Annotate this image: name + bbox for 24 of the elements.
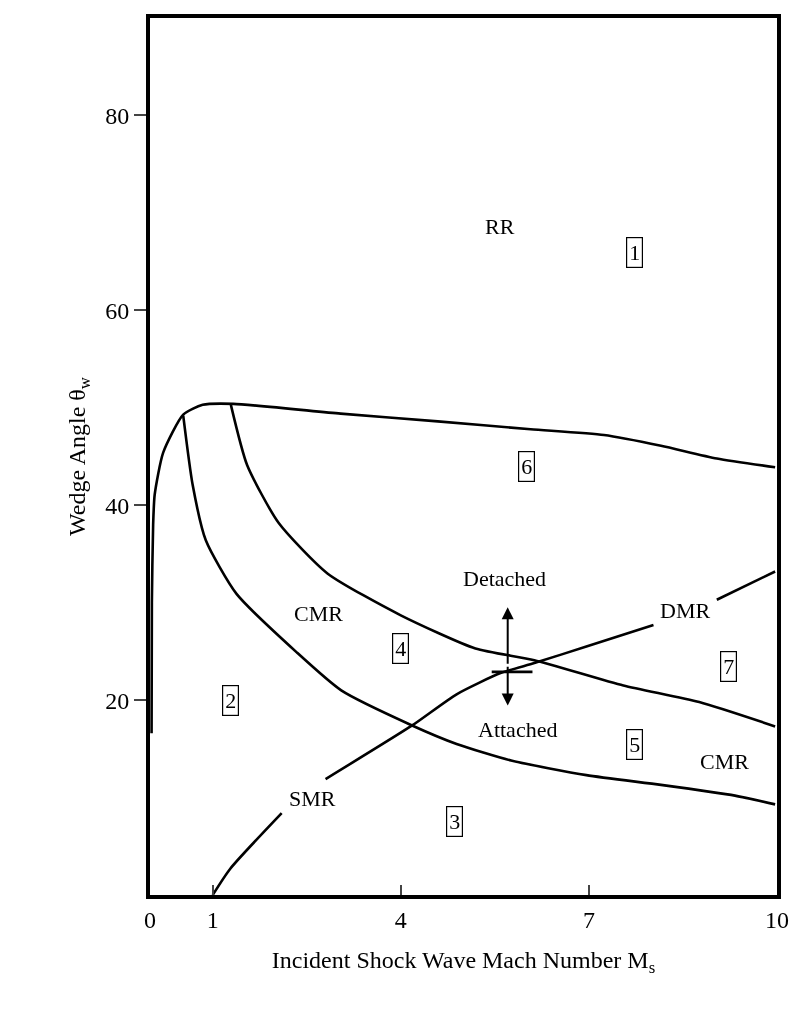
annotation: Detached	[463, 566, 547, 591]
x-tick-label: 7	[582, 906, 595, 933]
annotation: 4	[395, 636, 407, 662]
annotation: 3	[449, 809, 461, 835]
y-tick-label: 20	[105, 687, 130, 714]
y-tick-label: 80	[105, 102, 130, 129]
annotation: DMR	[660, 598, 711, 623]
annotation: CMR	[294, 601, 344, 626]
annotation: 5	[629, 732, 641, 758]
x-tick-label: 1	[206, 906, 219, 933]
annotation: RR	[485, 214, 515, 239]
x-tick-label: 4	[394, 906, 407, 933]
x-axis-title: Incident Shock Wave Mach Number M$_{s}$	[271, 946, 656, 977]
x-tick-label: 0	[144, 906, 156, 933]
annotation: 7	[723, 654, 735, 680]
annotation: 1	[629, 240, 641, 266]
annotation: 2	[225, 688, 237, 714]
x-tick-label: 10	[765, 906, 789, 933]
annotation: 6	[521, 454, 533, 480]
y-tick-label: 60	[105, 297, 130, 324]
y-tick-label: 40	[105, 492, 130, 519]
annotation: CMR	[700, 749, 750, 774]
annotation: Attached	[478, 717, 558, 742]
annotation: SMR	[289, 786, 336, 811]
